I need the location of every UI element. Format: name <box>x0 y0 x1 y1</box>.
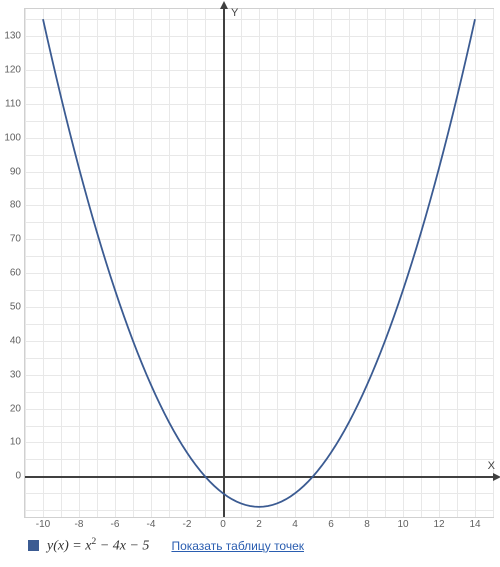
y-axis-label: Y <box>231 7 238 19</box>
y-tick-label: 20 <box>10 403 21 414</box>
x-tick-label: 2 <box>256 519 262 530</box>
x-tick-label: 10 <box>397 519 408 530</box>
legend: y(x) = x2 − 4x − 5 Показать таблицу точе… <box>28 536 304 555</box>
chart-area: -10-8-6-4-202468101214010203040506070809… <box>24 8 494 518</box>
y-tick-label: 120 <box>4 64 21 75</box>
x-tick-label: 6 <box>328 519 334 530</box>
y-tick-label: 40 <box>10 335 21 346</box>
formula-rest: − 4x − 5 <box>96 539 149 554</box>
y-tick-label: 130 <box>4 31 21 42</box>
x-tick-label: 0 <box>220 519 226 530</box>
x-axis-label: X <box>488 460 495 472</box>
y-tick-label: 30 <box>10 369 21 380</box>
formula-lhs: y(x) = <box>47 539 85 554</box>
series-formula: y(x) = x2 − 4x − 5 <box>47 536 149 555</box>
x-tick-label: -6 <box>111 519 120 530</box>
x-tick-label: 8 <box>364 519 370 530</box>
y-tick-label: 100 <box>4 132 21 143</box>
x-tick-label: -4 <box>147 519 156 530</box>
y-tick-label: 110 <box>5 98 21 109</box>
y-tick-label: 10 <box>10 437 21 448</box>
x-tick-label: 4 <box>292 519 298 530</box>
y-tick-label: 90 <box>10 166 21 177</box>
series-swatch <box>28 540 39 551</box>
x-tick-label: -10 <box>36 519 50 530</box>
x-tick-label: -8 <box>75 519 84 530</box>
y-tick-label: 50 <box>10 302 21 313</box>
x-tick-label: -2 <box>183 519 192 530</box>
plot-surface: -10-8-6-4-202468101214010203040506070809… <box>25 9 493 517</box>
curve-layer <box>25 9 493 517</box>
y-tick-label: 80 <box>10 200 21 211</box>
y-tick-label: 0 <box>15 471 21 482</box>
y-tick-label: 70 <box>10 234 21 245</box>
x-tick-label: 12 <box>433 519 444 530</box>
x-tick-label: 14 <box>469 519 480 530</box>
show-table-link[interactable]: Показать таблицу точек <box>171 539 304 553</box>
chart-container: -10 -8 -6 -4 -2 0 2 4 6 8 10 12 14 0 10 20 30 40 50 60 70 80 9… <box>0 0 500 567</box>
series-curve <box>43 19 475 507</box>
y-tick-label: 60 <box>10 268 21 279</box>
